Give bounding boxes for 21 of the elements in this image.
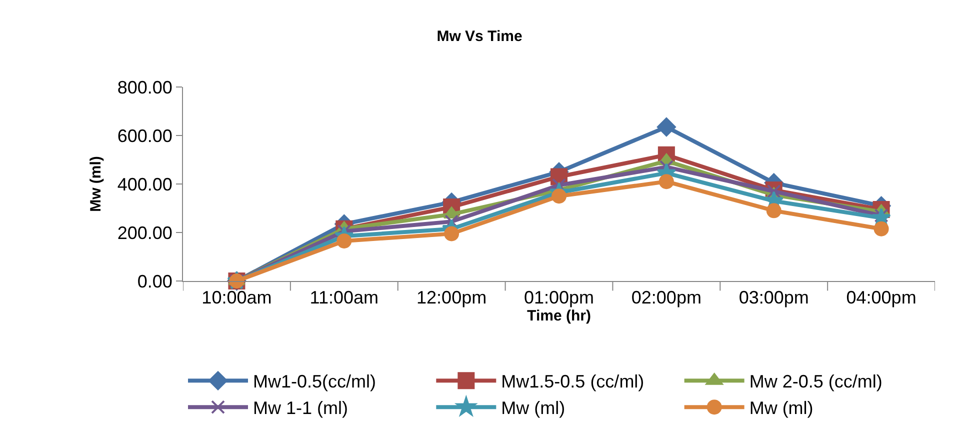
legend-label: Mw1.5-0.5 (cc/ml) [501,372,644,392]
y-axis-title: Mw (ml) [88,156,105,212]
legend-label: Mw 2-0.5 (cc/ml) [749,372,882,392]
x-tick-label: 12:00pm [416,288,487,308]
y-tick-label: 800.00 [117,77,172,98]
legend-label: Mw (ml) [501,398,566,418]
chart-title: Mw Vs Time [436,28,522,46]
x-tick-label: 04:00pm [846,288,916,308]
x-axis-title: Time (hr) [527,308,591,325]
x-tick-label: 03:00pm [738,288,809,308]
y-tick-label: 400.00 [117,174,172,194]
y-tick-label: 600.00 [117,126,172,146]
legend-label: Mw (ml) [749,398,814,418]
legend-label: Mw 1-1 (ml) [253,398,348,418]
y-tick-label: 200.00 [117,222,172,243]
x-tick-label: 10:00am [202,288,272,308]
x-tick-label: 01:00pm [524,288,594,308]
y-tick-label: 0.00 [137,271,172,292]
x-tick-label: 11:00am [310,288,378,308]
legend-label: Mw1-0.5(cc/ml) [253,372,376,392]
x-tick-label: 02:00pm [631,288,702,308]
